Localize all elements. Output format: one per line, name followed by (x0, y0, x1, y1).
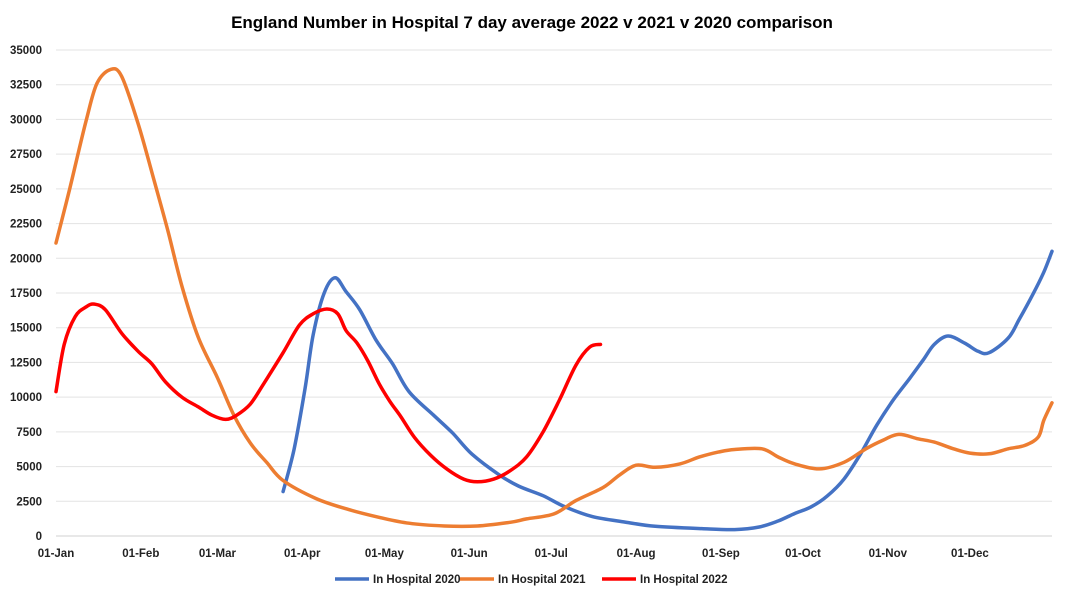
y-tick-label: 25000 (10, 184, 42, 196)
y-tick-label: 15000 (10, 323, 42, 335)
x-tick-label: 01-Sep (702, 548, 740, 560)
y-tick-label: 0 (36, 531, 42, 543)
y-axis: 0 2500 5000 7500 10000 12500 15000 17500 20000 22… (10, 45, 42, 543)
x-tick-label: 01-Oct (785, 548, 821, 560)
x-tick-label: 01-Nov (869, 548, 908, 560)
y-tick-label: 5000 (16, 462, 42, 474)
chart-title: England Number in Hospital 7 day average… (231, 13, 833, 32)
x-tick-label: 01-Jan (38, 548, 74, 560)
series-line-in-hospital-2020 (281, 249, 1054, 532)
series-lines (54, 67, 1054, 532)
y-tick-label: 12500 (10, 357, 42, 369)
gridlines (56, 49, 1052, 537)
x-tick-label: 01-Aug (617, 548, 656, 560)
y-tick-label: 17500 (10, 288, 42, 300)
legend-label: In Hospital 2020 (373, 574, 461, 586)
legend: In Hospital 2020 In Hospital 2021 In Hospi… (335, 574, 728, 586)
x-tick-label: 01-Apr (284, 548, 321, 560)
legend-item: In Hospital 2021 (460, 574, 586, 586)
x-tick-label: 01-Dec (951, 548, 989, 560)
y-tick-label: 30000 (10, 114, 42, 126)
y-tick-label: 27500 (10, 149, 42, 161)
legend-label: In Hospital 2022 (640, 574, 728, 586)
legend-label: In Hospital 2021 (498, 574, 586, 586)
y-tick-label: 10000 (10, 392, 42, 404)
y-tick-label: 20000 (10, 253, 42, 265)
y-tick-label: 7500 (16, 427, 42, 439)
x-tick-label: 01-Jul (535, 548, 568, 560)
x-tick-label: 01-May (365, 548, 405, 560)
x-tick-label: 01-Jun (451, 548, 488, 560)
y-tick-label: 2500 (16, 496, 42, 508)
x-tick-label: 01-Feb (122, 548, 159, 560)
y-tick-label: 32500 (10, 80, 42, 92)
x-tick-label: 01-Mar (199, 548, 237, 560)
y-tick-label: 22500 (10, 219, 42, 231)
series-line-in-hospital-2022 (54, 302, 603, 484)
x-axis: 01-Jan 01-Feb 01-Mar 01-Apr 01-May 01-Jun 01-J… (38, 548, 990, 560)
y-tick-label: 35000 (10, 45, 42, 57)
legend-item: In Hospital 2022 (602, 574, 728, 586)
legend-item: In Hospital 2020 (335, 574, 461, 586)
series-line-in-hospital-2021 (54, 67, 1054, 529)
